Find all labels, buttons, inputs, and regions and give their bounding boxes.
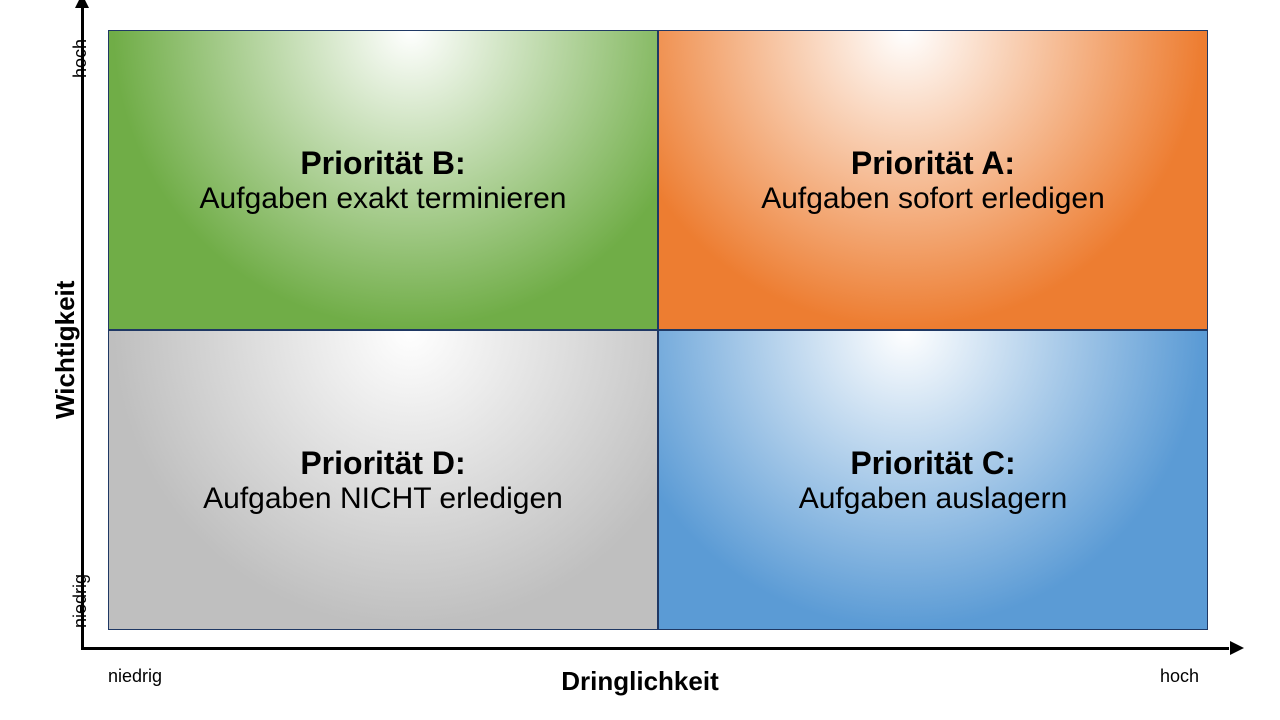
eisenhower-matrix-canvas: Wichtigkeit Dringlichkeit hoch niedrig n…	[0, 0, 1280, 720]
quadrant-subtitle: Aufgaben auslagern	[799, 482, 1068, 516]
quadrant-priority-d: Priorität D: Aufgaben NICHT erledigen	[108, 330, 658, 630]
quadrant-subtitle: Aufgaben NICHT erledigen	[203, 482, 563, 516]
quadrant-priority-c: Priorität C: Aufgaben auslagern	[658, 330, 1208, 630]
quadrant-title: Priorität B:	[300, 145, 465, 182]
quadrant-title: Priorität A:	[851, 145, 1015, 182]
x-axis-label: Dringlichkeit	[490, 666, 790, 697]
x-axis-low-label: niedrig	[108, 666, 162, 687]
x-axis-line	[81, 647, 1229, 650]
quadrant-priority-b: Priorität B: Aufgaben exakt terminieren	[108, 30, 658, 330]
y-axis-high-label: hoch	[70, 39, 91, 78]
y-axis-label: Wichtigkeit	[50, 280, 81, 418]
y-axis-arrow-icon	[75, 0, 89, 8]
x-axis-high-label: hoch	[1160, 666, 1199, 687]
quadrant-subtitle: Aufgaben sofort erledigen	[761, 182, 1105, 216]
y-axis-low-label: niedrig	[70, 574, 91, 628]
quadrant-title: Priorität C:	[850, 445, 1015, 482]
x-axis-arrow-icon	[1230, 641, 1244, 655]
quadrant-subtitle: Aufgaben exakt terminieren	[200, 182, 567, 216]
quadrant-priority-a: Priorität A: Aufgaben sofort erledigen	[658, 30, 1208, 330]
quadrant-title: Priorität D:	[300, 445, 465, 482]
priority-matrix: Priorität B: Aufgaben exakt terminieren …	[108, 30, 1208, 630]
